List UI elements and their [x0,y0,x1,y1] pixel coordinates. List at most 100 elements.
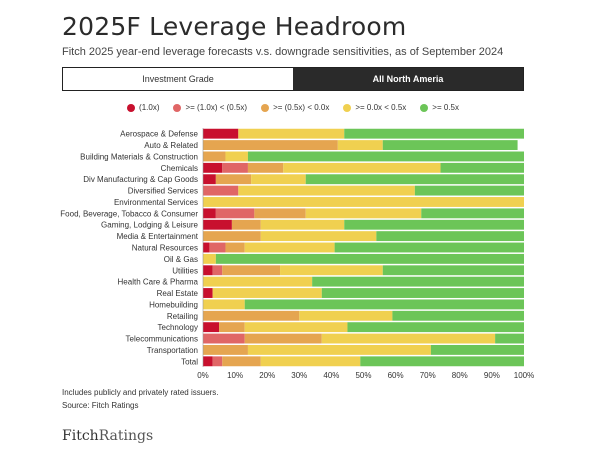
bar-segment[interactable] [495,333,524,344]
bar-segment[interactable] [222,265,281,276]
bar-segment[interactable] [247,344,431,355]
bar-segment[interactable] [212,288,322,298]
category-label: Retailing [167,312,198,321]
bar-segment[interactable] [305,174,524,185]
category-label: Chemicals [161,164,198,173]
bar-segment[interactable] [347,322,524,333]
bar-segment[interactable] [203,344,248,355]
x-tick-label: 10% [227,371,243,380]
bar-segment[interactable] [251,174,306,185]
bar-segment[interactable] [203,219,232,230]
legend-label: >= (1.0x) < (0.5x) [185,103,248,112]
tab-investment-grade[interactable]: Investment Grade [63,68,293,90]
bar-segment[interactable] [247,162,284,173]
bar-segment[interactable] [344,219,524,230]
bar-segment[interactable] [212,265,223,276]
legend-item-3[interactable]: >= 0.0x < 0.5x [343,103,406,112]
bar-segment[interactable] [215,208,255,219]
x-tick-label: 0% [197,371,209,380]
bar-segment[interactable] [440,162,524,173]
category-label: Environmental Services [114,198,198,207]
bar-segment[interactable] [203,162,223,173]
bar-segment[interactable] [203,288,213,298]
bar-segment[interactable] [305,208,422,219]
bar-segment[interactable] [203,208,216,219]
bar-segment[interactable] [260,231,377,242]
bar-segment[interactable] [392,310,524,321]
chart-legend: (1.0x) >= (1.0x) < (0.5x) >= (0.5x) < 0.0x… [62,103,524,112]
bar-segment[interactable] [231,219,261,230]
bar-segment[interactable] [215,253,524,264]
bar-segment[interactable] [283,162,441,173]
bar-segment[interactable] [382,140,518,151]
legend-item-1[interactable]: >= (1.0x) < (0.5x) [173,103,247,112]
bar-segment[interactable] [225,151,248,162]
x-tick-label: 50% [355,371,371,380]
bar-segment[interactable] [203,185,239,196]
bar-segment[interactable] [360,356,524,367]
bar-segment[interactable] [203,299,245,310]
bar-segment[interactable] [203,253,216,264]
bar-segment[interactable] [260,219,345,230]
bar-segment[interactable] [203,322,220,333]
bar-segment[interactable] [238,128,345,139]
bar-segment[interactable] [238,185,415,196]
bar-segment[interactable] [203,276,313,287]
legend-item-4[interactable]: >= 0.5x [420,103,459,112]
bar-segment[interactable] [321,288,524,298]
legend-item-2[interactable]: >= (0.5x) < 0.0x [261,103,329,112]
bar-segment[interactable] [212,356,223,367]
bar-segment[interactable] [222,162,248,173]
bar-segment[interactable] [203,174,216,185]
bar-segment[interactable] [334,242,524,253]
bar-segment[interactable] [203,128,239,139]
legend-label: >= 0.5x [432,103,459,112]
category-label: Utilities [172,266,198,275]
bar-segment[interactable] [203,310,300,321]
bar-segment[interactable] [382,265,524,276]
bar-segment[interactable] [219,322,245,333]
legend-swatch [261,103,270,112]
bar-segment[interactable] [222,356,261,367]
bar-segment[interactable] [203,333,245,344]
bar-segment[interactable] [203,242,210,253]
bar-segment[interactable] [203,231,261,242]
category-label: Building Materials & Construction [80,152,198,161]
bar-segment[interactable] [203,151,226,162]
bar-segment[interactable] [244,322,348,333]
bar-segment[interactable] [280,265,383,276]
bar-segment[interactable] [430,344,524,355]
bar-segment[interactable] [254,208,306,219]
x-tick-label: 40% [323,371,339,380]
bar-segment[interactable] [209,242,226,253]
legend-item-0[interactable]: (1.0x) [127,103,159,112]
x-tick-label: 70% [420,371,436,380]
bar-segment[interactable] [244,333,322,344]
bar-segment[interactable] [225,242,245,253]
legend-label: >= (0.5x) < 0.0x [273,103,330,112]
x-tick-label: 100% [514,371,534,380]
bar-segment[interactable] [260,356,361,367]
bar-segment[interactable] [215,174,252,185]
bar-segment[interactable] [244,299,525,310]
bar-segment[interactable] [312,276,524,287]
bar-segment[interactable] [321,333,496,344]
bar-segment[interactable] [414,185,524,196]
bar-segment[interactable] [299,310,393,321]
bar-segment[interactable] [203,265,213,276]
bar-segment[interactable] [247,151,524,162]
bar-segment[interactable] [337,140,383,151]
bar-segment[interactable] [344,128,524,139]
bar-segment[interactable] [376,231,524,242]
x-tick-label: 60% [388,371,404,380]
category-label: Diversified Services [128,187,198,196]
bar-segment[interactable] [203,140,338,151]
category-label: Food, Beverage, Tobacco & Consumer [60,209,198,218]
bar-segment[interactable] [203,197,524,207]
bar-segment[interactable] [244,242,335,253]
tab-all-north-america[interactable]: All North Ameria [293,68,523,90]
bar-segment[interactable] [203,356,213,367]
category-label: Transportation [147,346,198,355]
bar-segment[interactable] [421,208,524,219]
note-source: Source: Fitch Ratings [62,401,139,410]
